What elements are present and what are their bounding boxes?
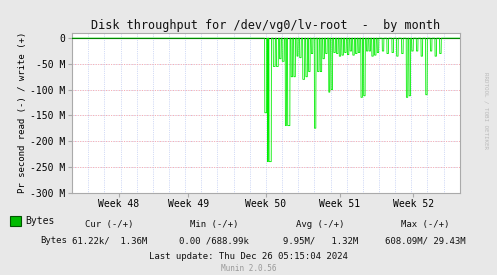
Text: Max (-/+): Max (-/+) [401,220,449,229]
Y-axis label: Pr second read (-) / write (+): Pr second read (-) / write (+) [18,32,27,193]
Text: Avg (-/+): Avg (-/+) [296,220,345,229]
Text: Min (-/+): Min (-/+) [189,220,238,229]
Text: RRDTOOL / TOBI OETIKER: RRDTOOL / TOBI OETIKER [484,72,489,148]
Text: 608.09M/ 29.43M: 608.09M/ 29.43M [385,236,465,245]
Text: 0.00 /688.99k: 0.00 /688.99k [179,236,248,245]
Text: 9.95M/   1.32M: 9.95M/ 1.32M [283,236,358,245]
Title: Disk throughput for /dev/vg0/lv-root  -  by month: Disk throughput for /dev/vg0/lv-root - b… [91,19,440,32]
Text: Bytes: Bytes [25,216,54,226]
Text: Cur (-/+): Cur (-/+) [85,220,134,229]
Text: Bytes: Bytes [40,236,67,245]
Text: Munin 2.0.56: Munin 2.0.56 [221,264,276,273]
Text: Last update: Thu Dec 26 05:15:04 2024: Last update: Thu Dec 26 05:15:04 2024 [149,252,348,261]
Text: 61.22k/  1.36M: 61.22k/ 1.36M [72,236,147,245]
